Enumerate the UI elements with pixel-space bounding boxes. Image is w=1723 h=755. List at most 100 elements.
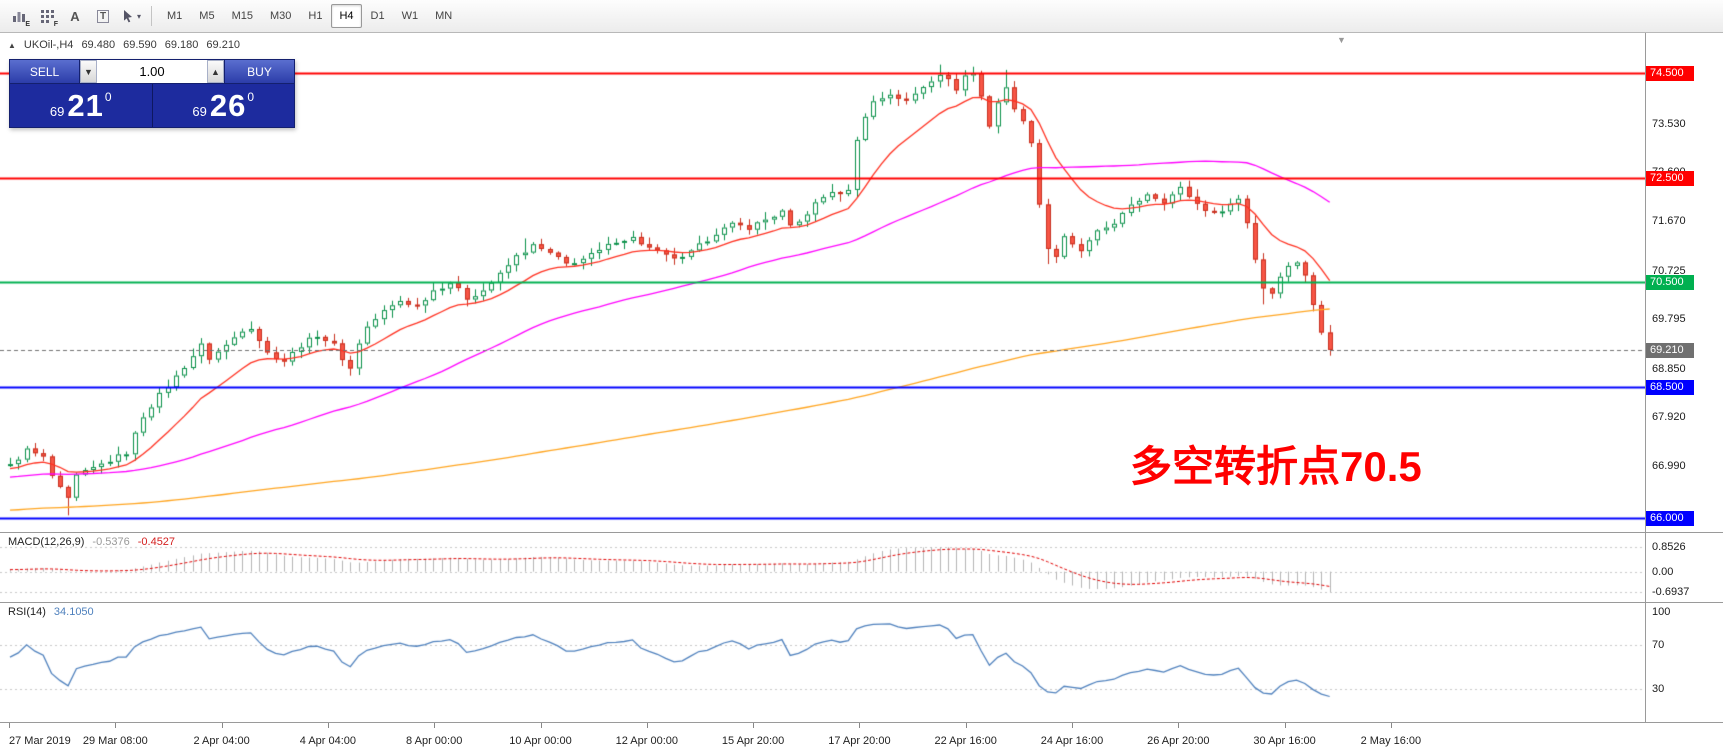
sell-price-big: 21 bbox=[67, 87, 104, 123]
letter-t-glyph: T bbox=[96, 9, 110, 23]
timeframe-m5[interactable]: M5 bbox=[199, 10, 215, 22]
time-tick bbox=[222, 723, 223, 728]
rsi-pane-separator[interactable] bbox=[0, 602, 1723, 603]
price-tag: 66.000 bbox=[1646, 510, 1694, 526]
rsi-canvas[interactable] bbox=[0, 603, 1645, 722]
time-tick bbox=[9, 723, 10, 728]
sell-price-sup: 0 bbox=[104, 90, 112, 104]
time-tick bbox=[115, 723, 116, 728]
cursor-dropdown-icon[interactable]: ▾ bbox=[118, 4, 144, 28]
macd-label: MACD(12,26,9) -0.5376 -0.4527 bbox=[8, 536, 175, 548]
volume-value[interactable]: 1.00 bbox=[139, 64, 165, 79]
rsi-value: 34.1050 bbox=[53, 606, 94, 618]
letter-a-glyph: A bbox=[70, 8, 80, 24]
axis-tick: 68.850 bbox=[1652, 362, 1686, 375]
sell-price[interactable]: 69 21 0 bbox=[10, 84, 152, 127]
axis-tick: 66.990 bbox=[1652, 460, 1686, 473]
time-tick bbox=[541, 723, 542, 728]
timeframe-m1[interactable]: M1 bbox=[167, 10, 183, 22]
volume-decrease-button[interactable]: ▼ bbox=[80, 60, 97, 83]
time-axis-separator bbox=[0, 722, 1723, 723]
time-tick bbox=[966, 723, 967, 728]
time-label: 29 Mar 08:00 bbox=[82, 735, 148, 747]
price-axis[interactable]: 73.53072.60071.67070.72569.79568.85067.9… bbox=[1646, 33, 1723, 755]
chart-title: ▲ UKOil-,H4 69.480 69.590 69.180 69.210 bbox=[8, 39, 240, 51]
time-label: 2 Apr 04:00 bbox=[193, 735, 250, 747]
time-label: 26 Apr 20:00 bbox=[1147, 735, 1210, 747]
time-label: 8 Apr 00:00 bbox=[406, 735, 463, 747]
chart-region: ▲ UKOil-,H4 69.480 69.590 69.180 69.210 … bbox=[0, 33, 1723, 755]
time-label: 10 Apr 00:00 bbox=[509, 735, 572, 747]
chart-shift-marker[interactable]: ▼ bbox=[1337, 35, 1346, 45]
time-tick bbox=[1178, 723, 1179, 728]
sell-price-prefix: 69 bbox=[49, 104, 65, 119]
timeframe-h1[interactable]: H1 bbox=[308, 10, 323, 22]
axis-tick: -0.6937 bbox=[1652, 586, 1690, 598]
time-label: 4 Apr 04:00 bbox=[299, 735, 357, 747]
ohlc-low: 69.180 bbox=[164, 39, 199, 51]
ohlc-high: 69.590 bbox=[123, 39, 157, 51]
time-tick bbox=[328, 723, 329, 728]
price-tag: 70.500 bbox=[1646, 275, 1694, 291]
symbol-period: UKOil-,H4 bbox=[23, 39, 74, 51]
timeframe-h4[interactable]: H4 bbox=[331, 4, 362, 28]
time-label: 27 Mar 2019 bbox=[9, 735, 71, 747]
time-label: 15 Apr 20:00 bbox=[721, 735, 785, 747]
axis-tick: 71.670 bbox=[1652, 215, 1686, 228]
timeframe-m30[interactable]: M30 bbox=[269, 10, 292, 22]
macd-canvas[interactable] bbox=[0, 533, 1645, 602]
price-tag: 72.500 bbox=[1646, 170, 1694, 186]
collapse-icon[interactable]: ▲ bbox=[8, 40, 16, 50]
sell-button[interactable]: SELL bbox=[10, 60, 79, 83]
chevron-down-icon: ▾ bbox=[136, 11, 141, 21]
axis-tick: 0.8526 bbox=[1652, 541, 1686, 553]
icon-badge: F bbox=[53, 21, 58, 28]
chart-annotation: 多空转折点70.5 bbox=[1130, 443, 1422, 490]
rsi-name: RSI(14) bbox=[8, 606, 46, 618]
time-axis[interactable]: 27 Mar 2019 29 Mar 08:00 2 Apr 04:00 4 Apr … bbox=[0, 722, 1723, 755]
macd-pane-separator[interactable] bbox=[0, 532, 1723, 533]
rsi-label: RSI(14) 34.1050 bbox=[8, 606, 94, 618]
text-label-icon[interactable]: A bbox=[62, 4, 88, 28]
time-label: 30 Apr 16:00 bbox=[1253, 735, 1316, 747]
price-axis-border bbox=[1645, 33, 1646, 722]
buy-button[interactable]: BUY bbox=[225, 60, 294, 83]
script-grid-icon[interactable]: F bbox=[34, 4, 60, 28]
volume-box: ▼ 1.00 ▲ bbox=[79, 60, 225, 83]
time-label: 17 Apr 20:00 bbox=[828, 735, 891, 747]
icon-badge: E bbox=[25, 21, 30, 28]
ohlc-open: 69.480 bbox=[81, 39, 116, 51]
time-tick bbox=[1072, 723, 1073, 728]
toolbar-separator bbox=[151, 6, 152, 26]
time-tick bbox=[1391, 723, 1392, 728]
time-label: 12 Apr 00:00 bbox=[615, 735, 678, 747]
volume-increase-button[interactable]: ▲ bbox=[207, 60, 224, 83]
axis-tick: 70.725 bbox=[1652, 264, 1686, 277]
one-click-trading-panel: SELL ▼ 1.00 ▲ BUY 69 21 0 69 26 0 bbox=[9, 59, 295, 128]
macd-signal-value: -0.4527 bbox=[137, 536, 176, 548]
trade-panel-price-row: 69 21 0 69 26 0 bbox=[10, 83, 294, 127]
macd-main-value: -0.5376 bbox=[92, 536, 130, 548]
buy-price-sup: 0 bbox=[247, 90, 255, 104]
timeframe-d1[interactable]: D1 bbox=[370, 10, 385, 22]
template-icon[interactable]: T bbox=[90, 4, 116, 28]
buy-price[interactable]: 69 26 0 bbox=[151, 84, 295, 127]
axis-tick: 73.530 bbox=[1652, 117, 1686, 130]
timeframe-m15[interactable]: M15 bbox=[231, 10, 253, 22]
price-tag: 68.500 bbox=[1646, 380, 1694, 396]
time-tick bbox=[753, 723, 754, 728]
timeframe-w1[interactable]: W1 bbox=[401, 10, 419, 22]
expert-chart-icon[interactable]: E bbox=[6, 4, 32, 28]
time-label: 22 Apr 16:00 bbox=[934, 735, 997, 747]
time-tick bbox=[1285, 723, 1286, 728]
axis-tick: 100 bbox=[1652, 606, 1671, 618]
time-label: 24 Apr 16:00 bbox=[1040, 735, 1104, 747]
price-tag: 74.500 bbox=[1646, 66, 1694, 81]
axis-tick: 70 bbox=[1652, 639, 1665, 651]
axis-tick: 0.00 bbox=[1652, 565, 1674, 578]
time-tick bbox=[434, 723, 435, 728]
timeframe-mn[interactable]: MN bbox=[435, 10, 453, 22]
time-tick bbox=[859, 723, 860, 728]
axis-tick: 69.795 bbox=[1652, 313, 1686, 326]
